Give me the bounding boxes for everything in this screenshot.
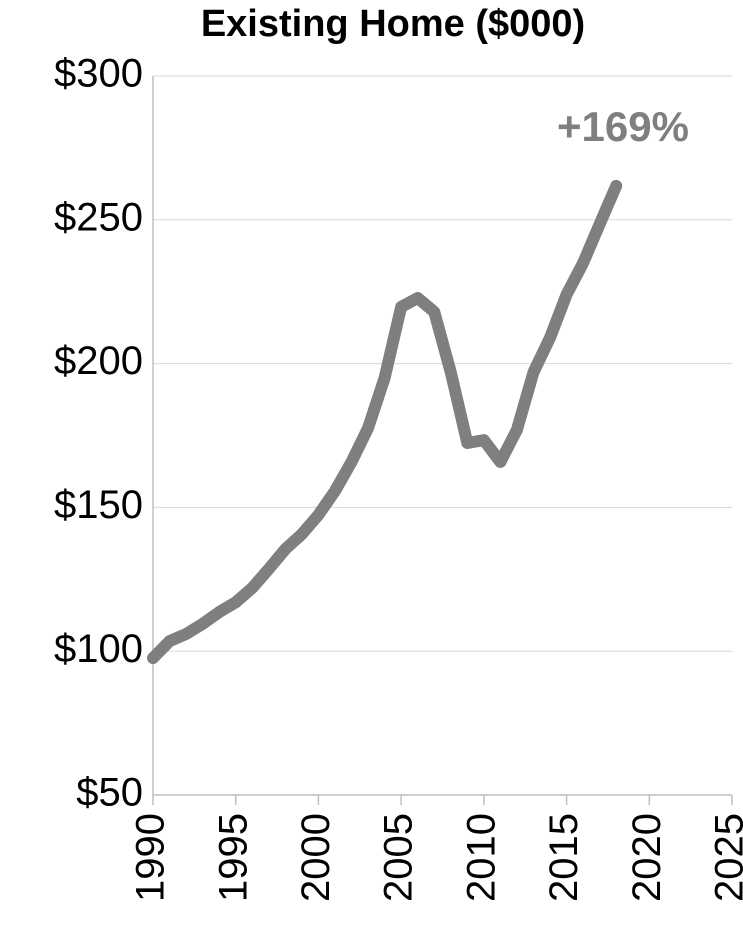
- y-tick-label: $100: [54, 627, 143, 671]
- x-tick-label: 2025: [708, 813, 743, 902]
- chart-title: Existing Home ($000): [201, 3, 585, 45]
- y-tick-label: $300: [54, 52, 143, 96]
- x-tick-label: 2005: [377, 813, 421, 902]
- x-tick-label: 2000: [294, 813, 338, 902]
- x-tick-label: 1990: [129, 813, 173, 902]
- y-tick-label: $200: [54, 339, 143, 383]
- x-tick-label: 1995: [211, 813, 255, 902]
- line-series: [147, 179, 623, 665]
- y-tick-label: $50: [76, 771, 143, 815]
- x-tick-label: 2010: [459, 813, 503, 902]
- x-tick-label: 2015: [542, 813, 586, 902]
- annotation: +169%: [557, 103, 689, 150]
- x-tick-label: 2020: [625, 813, 669, 902]
- y-tick-label: $250: [54, 195, 143, 239]
- y-tick-label: $150: [54, 483, 143, 527]
